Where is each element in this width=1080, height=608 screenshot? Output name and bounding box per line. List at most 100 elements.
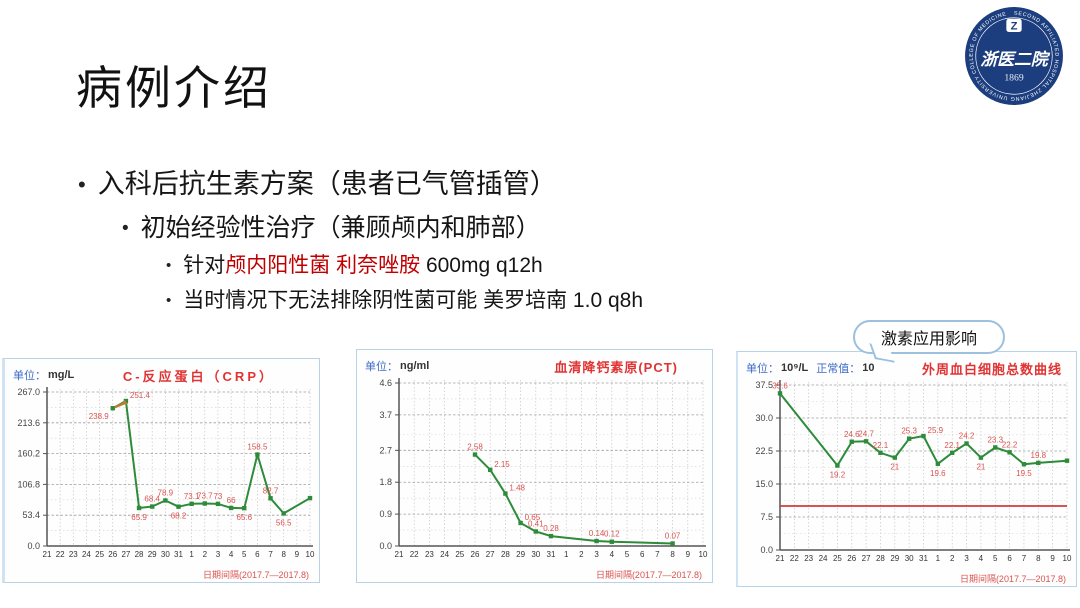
svg-text:6: 6 [1007,554,1012,563]
pct-chart: 0.0 0.9 1.8 2.7 3.7 4.6 21 22 23 24 25 26 27 28 29 30 31… [357,374,712,568]
svg-text:251.4: 251.4 [130,391,151,400]
svg-text:6: 6 [255,550,260,559]
bullet-text: 当时情况下无法排除阴性菌可能 美罗培南 1.0 q8h [183,289,643,313]
svg-text:73.1: 73.1 [184,492,200,501]
svg-text:2.15: 2.15 [494,460,510,469]
svg-text:28: 28 [876,554,885,563]
svg-text:19.2: 19.2 [830,471,846,480]
svg-text:25.9: 25.9 [928,426,944,435]
pct-chart-panel: 单位： ng/ml 血清降钙素原(PCT) 0.0 0.9 1.8 2.7 3.7 4.6… [356,349,713,583]
svg-text:82.7: 82.7 [263,486,279,495]
svg-text:7.5: 7.5 [760,512,773,522]
svg-text:73.7: 73.7 [197,491,213,500]
svg-text:0.12: 0.12 [604,530,620,539]
svg-text:8: 8 [670,550,675,559]
svg-text:0.0: 0.0 [27,541,40,551]
svg-text:0.9: 0.9 [379,509,392,519]
svg-text:1: 1 [936,554,941,563]
svg-text:31: 31 [547,550,556,559]
svg-text:15.0: 15.0 [755,479,773,489]
svg-text:26: 26 [471,550,480,559]
svg-text:23: 23 [425,550,434,559]
svg-text:66: 66 [227,496,236,505]
svg-text:1: 1 [564,550,569,559]
x-axis-label: 日期间隔(2017.7—2017.8) [202,570,309,580]
chart-title-pct: 血清降钙素原(PCT) [554,359,678,375]
svg-text:22: 22 [56,550,65,559]
svg-text:30: 30 [531,550,540,559]
page-title: 病例介绍 [76,62,272,114]
hormone-effect-callout: 激素应用影响 [853,320,1005,363]
svg-text:25.3: 25.3 [901,427,917,436]
bullet-item: • 当时情况下无法排除阴性菌可能 美罗培南 1.0 q8h [166,288,778,314]
svg-text:23: 23 [69,550,78,559]
svg-text:5: 5 [993,554,998,563]
bullet-list: • 入科后抗生素方案（患者已气管插管） • 初始经验性治疗（兼顾颅内和肺部） • 针对颅内… [78,168,778,315]
svg-text:24.7: 24.7 [858,429,874,438]
svg-text:21: 21 [776,554,785,563]
chart-title-crp: C-反应蛋白（CRP） [122,368,275,384]
svg-text:26: 26 [108,550,117,559]
svg-text:25: 25 [95,550,104,559]
bullet-dot: • [78,172,86,197]
svg-text:25: 25 [833,554,842,563]
svg-text:4: 4 [979,554,984,563]
svg-text:29: 29 [516,550,525,559]
svg-text:7: 7 [268,550,273,559]
svg-text:27: 27 [486,550,495,559]
svg-text:68.4: 68.4 [144,495,160,504]
wbc-chart-panel: 单位： 10⁹/L 正常值： 10 外周血白细胞总数曲线 0.0 7.5 15.0 2… [736,351,1077,587]
svg-text:160.2: 160.2 [17,449,40,459]
logo-monogram-box [1006,18,1022,33]
bullet-item: • 针对颅内阳性菌 利奈唑胺 600mg q12h [166,253,778,279]
logo-monogram: Z [1011,20,1018,32]
svg-text:21: 21 [395,550,404,559]
bullet-dot: • [166,292,172,310]
svg-text:23: 23 [804,554,813,563]
svg-text:3: 3 [216,550,221,559]
svg-text:2: 2 [203,550,208,559]
hospital-logo: SECOND AFFILIATED HOSPITAL ZHEJIANG UNIV… [965,7,1063,105]
svg-text:35.6: 35.6 [772,381,788,390]
svg-text:2: 2 [579,550,584,559]
bullet-text: 针对颅内阳性菌 利奈唑胺 600mg q12h [183,254,543,277]
svg-text:3: 3 [964,554,969,563]
svg-text:1.8: 1.8 [379,477,392,487]
svg-text:23.3: 23.3 [987,435,1003,444]
svg-text:8: 8 [281,550,286,559]
x-axis-label: 日期间隔(2017.7—2017.8) [595,570,702,580]
svg-text:9: 9 [295,550,300,559]
svg-text:3: 3 [594,550,599,559]
svg-text:4.6: 4.6 [379,378,392,388]
svg-text:9: 9 [686,550,691,559]
svg-text:22.1: 22.1 [873,441,889,450]
svg-text:27: 27 [121,550,130,559]
svg-text:0.0: 0.0 [760,545,773,555]
svg-text:30.0: 30.0 [755,413,773,423]
chart-title-wbc: 外周血白细胞总数曲线 [921,361,1062,377]
svg-text:68.2: 68.2 [171,512,187,521]
bullet-text: 初始经验性治疗（兼顾颅内和肺部） [140,213,541,242]
svg-text:238.9: 238.9 [89,412,110,421]
svg-text:27: 27 [862,554,871,563]
svg-text:30: 30 [161,550,170,559]
bullet-dot: • [166,257,172,274]
svg-text:5: 5 [242,550,247,559]
svg-text:9: 9 [1050,554,1055,563]
crp-chart: 0.0 53.4 106.8 160.2 213.6 267.0 21 22 23 24 25 26 2… [5,383,319,568]
svg-text:0.14: 0.14 [589,529,605,538]
svg-text:0.65: 0.65 [525,513,541,522]
svg-text:24: 24 [82,550,91,559]
svg-text:2.7: 2.7 [379,445,392,455]
svg-text:28: 28 [135,550,144,559]
unit-label: 单位： [746,363,779,375]
svg-text:29: 29 [890,554,899,563]
x-axis-label: 日期间隔(2017.7—2017.8) [959,574,1066,584]
unit-value: 10⁹/L [781,362,809,374]
unit-value: mg/L [48,369,75,381]
svg-text:1: 1 [189,550,194,559]
svg-text:2.58: 2.58 [467,443,483,452]
logo-hospital-name: 浙医二院 [980,50,1050,69]
callout-text: 激素应用影响 [880,331,977,348]
